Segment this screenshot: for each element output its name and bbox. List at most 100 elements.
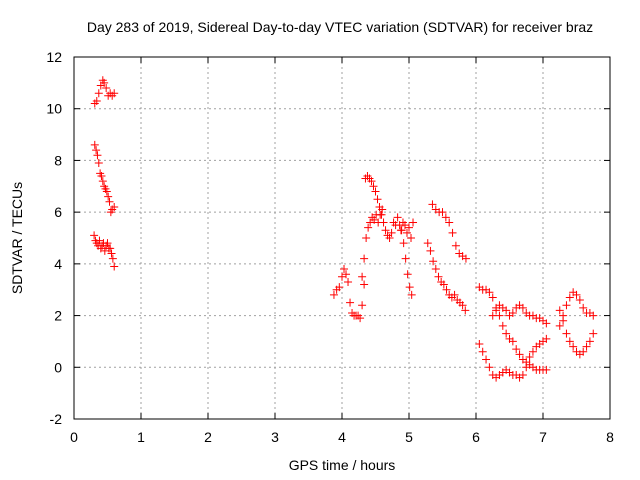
data-point	[429, 257, 438, 266]
data-point	[423, 239, 432, 248]
x-tick-label: 7	[539, 429, 547, 445]
data-point	[407, 234, 416, 242]
data-point	[401, 254, 410, 263]
data-point	[110, 89, 119, 98]
data-point	[402, 228, 411, 237]
data-point	[451, 241, 460, 250]
data-point	[512, 345, 521, 354]
x-tick-label: 6	[472, 429, 480, 445]
x-axis-label: GPS time / hours	[289, 457, 396, 473]
data-point	[485, 363, 494, 372]
data-point	[396, 226, 405, 235]
data-point	[400, 221, 409, 230]
data-point	[367, 177, 376, 186]
data-point	[431, 265, 440, 274]
data-point	[385, 234, 394, 242]
data-point	[102, 187, 111, 196]
series-seg-i	[488, 301, 551, 328]
data-point	[105, 197, 114, 206]
series-seg-f	[423, 239, 470, 315]
data-point	[107, 249, 116, 258]
data-point	[488, 311, 497, 320]
data-point	[340, 265, 349, 274]
data-point	[102, 84, 111, 93]
data-point	[525, 352, 534, 361]
data-point	[461, 306, 470, 315]
y-tick-label: 10	[46, 101, 62, 117]
data-point	[100, 78, 109, 87]
data-point	[434, 272, 443, 281]
data-point	[346, 298, 355, 307]
data-point	[528, 347, 537, 356]
data-point	[438, 208, 447, 217]
data-point	[508, 337, 517, 346]
series-seg-c	[361, 171, 416, 299]
data-point	[405, 223, 413, 232]
data-point	[439, 280, 448, 289]
y-tick-label: 8	[54, 152, 62, 168]
data-point	[358, 301, 367, 310]
data-point	[379, 218, 388, 227]
data-point	[360, 254, 369, 263]
x-tick-label: 0	[70, 429, 78, 445]
data-point	[448, 228, 457, 237]
y-tick-label: 6	[54, 204, 62, 220]
x-tick-label: 2	[204, 429, 212, 445]
series-early-top	[90, 76, 119, 108]
data-point	[502, 329, 511, 338]
y-tick-label: -2	[50, 411, 63, 427]
series-seg-g	[475, 283, 551, 367]
data-point	[492, 306, 501, 315]
data-point	[458, 301, 467, 310]
y-tick-label: 12	[46, 49, 62, 65]
data-point	[92, 146, 101, 155]
data-point	[589, 329, 598, 338]
data-point	[369, 182, 378, 191]
series-seg-j	[555, 288, 598, 330]
data-point	[461, 254, 470, 263]
data-point	[106, 244, 115, 253]
data-point	[98, 177, 107, 186]
data-point	[569, 342, 578, 351]
data-point	[97, 171, 106, 180]
data-point	[387, 228, 396, 237]
data-point	[399, 239, 408, 248]
data-point	[508, 308, 517, 317]
series-early-low	[90, 231, 119, 271]
data-point	[441, 213, 450, 222]
data-point	[565, 293, 574, 302]
y-axis-label: SDTVAR / TECUs	[9, 182, 25, 294]
data-point	[381, 226, 390, 235]
series-seg-d	[396, 218, 418, 242]
x-tick-label: 4	[338, 429, 346, 445]
data-point	[478, 347, 487, 356]
data-point	[403, 270, 412, 279]
data-point	[488, 293, 497, 302]
data-point	[393, 213, 402, 222]
data-point	[559, 316, 568, 325]
data-point	[329, 290, 338, 299]
data-point	[377, 210, 386, 219]
data-point	[579, 347, 588, 356]
series-seg-a	[329, 265, 369, 323]
data-point	[356, 314, 365, 323]
data-point	[589, 311, 598, 320]
data-point	[502, 306, 511, 315]
data-point	[442, 285, 451, 294]
series-seg-k	[555, 306, 598, 359]
data-point	[344, 277, 353, 286]
data-point	[407, 290, 416, 299]
data-point	[108, 254, 117, 263]
data-point	[94, 159, 103, 168]
data-point	[565, 337, 574, 346]
data-point	[364, 223, 373, 232]
data-point	[358, 272, 367, 281]
data-point	[92, 96, 101, 105]
data-point	[93, 151, 102, 160]
data-points	[90, 76, 598, 382]
data-point	[371, 187, 380, 196]
data-point	[375, 202, 384, 211]
x-tick-label: 3	[271, 429, 279, 445]
data-point	[409, 218, 418, 227]
